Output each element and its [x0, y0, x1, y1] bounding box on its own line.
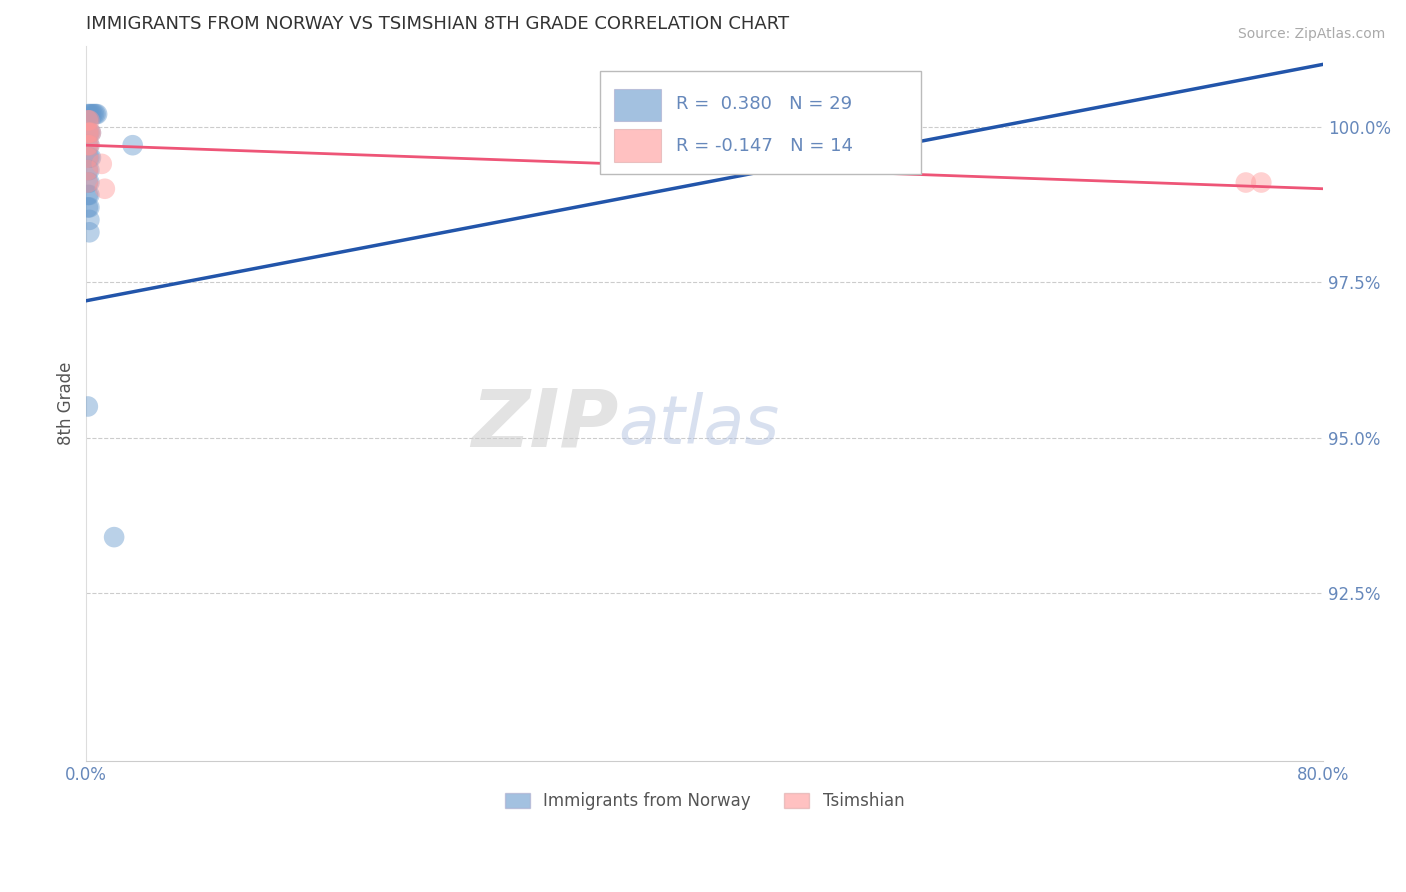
FancyBboxPatch shape: [614, 88, 661, 120]
Point: [86, 107, 108, 121]
Point: [79, 176, 101, 190]
Point: [76, 188, 98, 202]
Text: IMMIGRANTS FROM NORWAY VS TSIMSHIAN 8TH GRADE CORRELATION CHART: IMMIGRANTS FROM NORWAY VS TSIMSHIAN 8TH …: [86, 15, 789, 33]
Point: [79, 225, 101, 239]
Point: [79, 212, 101, 227]
Point: [90, 157, 112, 171]
Point: [76, 138, 98, 153]
Point: [80, 151, 103, 165]
Point: [76, 113, 98, 128]
FancyBboxPatch shape: [599, 70, 921, 175]
Legend: Immigrants from Norway, Tsimshian: Immigrants from Norway, Tsimshian: [498, 786, 911, 817]
Point: [79, 126, 101, 140]
Text: ZIP: ZIP: [471, 386, 619, 464]
Point: [76, 151, 98, 165]
Point: [76, 138, 98, 153]
FancyBboxPatch shape: [614, 129, 661, 161]
Point: [79, 188, 101, 202]
Point: [76, 151, 98, 165]
Point: [79, 201, 101, 215]
Point: [80, 107, 103, 121]
Point: [76, 400, 98, 414]
Point: [103, 530, 125, 544]
Text: Source: ZipAtlas.com: Source: ZipAtlas.com: [1237, 27, 1385, 41]
Point: [76, 201, 98, 215]
Point: [76, 107, 98, 121]
Point: [121, 138, 143, 153]
Point: [76, 163, 98, 178]
Y-axis label: 8th Grade: 8th Grade: [58, 361, 75, 445]
Point: [1250, 176, 1272, 190]
Point: [76, 176, 98, 190]
Point: [79, 138, 101, 153]
Point: [84, 107, 107, 121]
Point: [76, 126, 98, 140]
Point: [79, 107, 101, 121]
Text: R =  0.380   N = 29: R = 0.380 N = 29: [676, 95, 852, 113]
Point: [79, 163, 101, 178]
Point: [79, 151, 101, 165]
Point: [76, 176, 98, 190]
Point: [80, 126, 103, 140]
Point: [83, 107, 105, 121]
Point: [80, 126, 103, 140]
Point: [76, 163, 98, 178]
Point: [79, 138, 101, 153]
Text: R = -0.147   N = 14: R = -0.147 N = 14: [676, 136, 853, 155]
Text: atlas: atlas: [619, 392, 779, 458]
Point: [631, 107, 654, 121]
Point: [82, 107, 104, 121]
Point: [76, 126, 98, 140]
Point: [1234, 176, 1257, 190]
Point: [79, 113, 101, 128]
Point: [79, 126, 101, 140]
Point: [94, 182, 117, 196]
